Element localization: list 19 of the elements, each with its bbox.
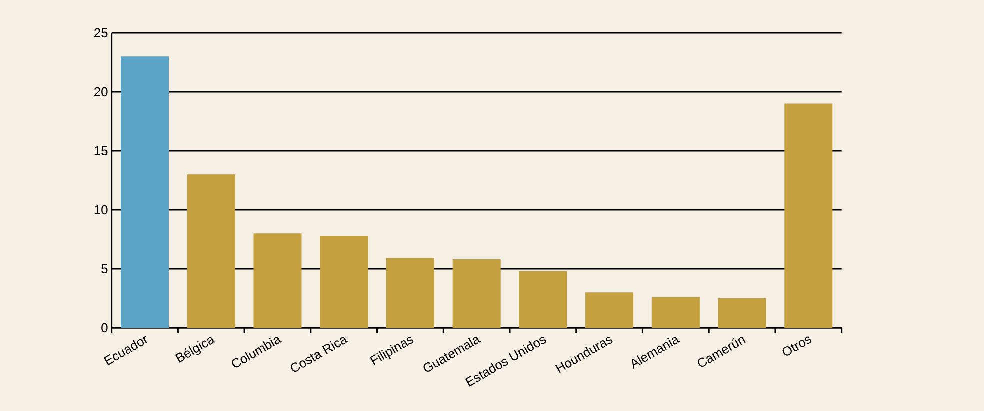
bar: [386, 258, 434, 328]
bar: [452, 260, 501, 328]
bar: [254, 234, 302, 328]
bar: [320, 236, 368, 328]
y-tick-label: 15: [94, 146, 108, 156]
bar: [121, 56, 169, 328]
x-tick-label: Otros: [782, 336, 812, 356]
y-tick-label: 25: [94, 28, 108, 38]
y-tick-label: 0: [102, 323, 108, 333]
bar: [519, 271, 568, 328]
bar: [187, 174, 236, 328]
y-tick-label: 10: [94, 205, 108, 215]
bar: [586, 292, 634, 328]
bar: [718, 298, 766, 328]
bar: [784, 104, 833, 328]
y-tick-label: 20: [94, 87, 108, 97]
y-tick-label: 5: [102, 264, 108, 274]
bar: [652, 297, 700, 328]
x-tick-label: Costa Rica: [291, 337, 348, 372]
